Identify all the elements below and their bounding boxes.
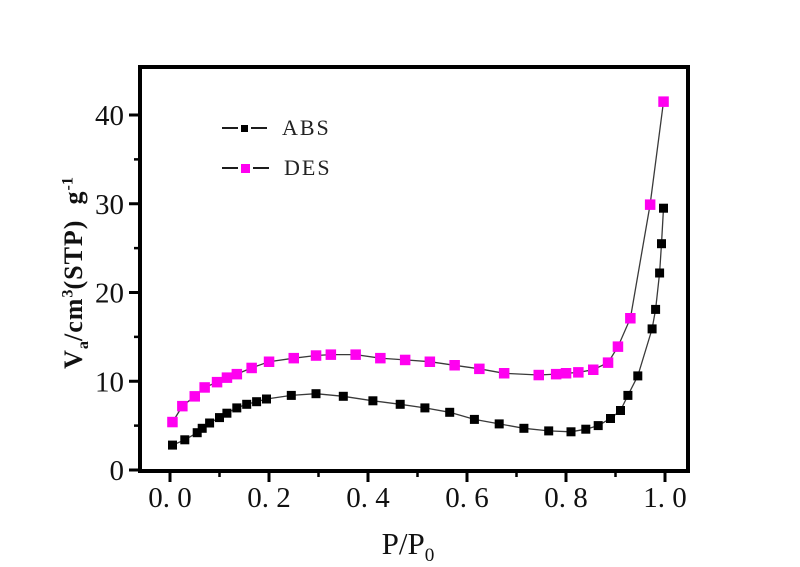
- x-tick-label: 1. 0: [643, 482, 687, 514]
- data-point-abs: [593, 421, 603, 431]
- legend-label-des: DES: [284, 155, 332, 180]
- y-tick-label: 10: [95, 366, 124, 398]
- data-point-abs: [566, 427, 576, 437]
- data-point-abs: [197, 423, 207, 433]
- legend: ABS DES: [222, 115, 332, 195]
- data-point-des: [221, 372, 233, 383]
- legend-label-abs: ABS: [282, 115, 331, 140]
- legend-line-icon: [251, 127, 267, 129]
- data-point-des: [399, 354, 411, 366]
- data-point-des: [498, 368, 510, 379]
- data-point-abs: [242, 399, 252, 409]
- data-point-des: [644, 199, 656, 210]
- data-point-abs: [180, 435, 190, 445]
- data-point-des: [211, 376, 223, 388]
- y-tick-label: 40: [95, 100, 124, 132]
- data-point-abs: [286, 390, 296, 400]
- data-point-des: [375, 352, 386, 364]
- data-point-abs: [657, 239, 666, 249]
- series-abs-line: [172, 208, 665, 446]
- data-point-abs: [655, 268, 665, 278]
- y-tick-label: 20: [95, 278, 124, 310]
- x-tick-label: 0. 2: [247, 482, 291, 514]
- legend-line-icon: [222, 167, 238, 169]
- data-point-des: [533, 369, 544, 381]
- legend-item-abs: ABS: [222, 115, 332, 141]
- data-point-abs: [205, 418, 215, 428]
- data-point-des: [550, 368, 562, 380]
- x-tick-label: 0. 6: [445, 482, 489, 514]
- data-point-abs: [445, 407, 455, 417]
- data-point-des: [231, 368, 243, 380]
- data-point-abs: [420, 403, 430, 413]
- legend-item-des: DES: [222, 155, 332, 181]
- data-point-des: [560, 368, 572, 379]
- data-point-des: [658, 96, 669, 107]
- data-point-des: [350, 349, 361, 360]
- data-point-abs: [262, 394, 271, 404]
- y-axis-label: Va/cm3(STP) g-1: [59, 177, 93, 369]
- data-point-abs: [606, 414, 615, 423]
- data-point-des: [625, 313, 636, 324]
- data-point-abs: [544, 426, 554, 436]
- legend-square-marker-abs: [241, 124, 248, 132]
- data-point-abs: [469, 414, 479, 424]
- data-point-abs: [168, 440, 177, 450]
- data-point-abs: [494, 419, 504, 429]
- x-tick-label: 0. 4: [346, 482, 390, 514]
- data-point-des: [167, 416, 178, 428]
- data-point-abs: [338, 391, 348, 401]
- data-point-des: [263, 356, 275, 367]
- data-point-abs: [222, 408, 232, 418]
- x-tick-label: 0. 8: [544, 482, 588, 514]
- data-point-des: [474, 363, 485, 375]
- data-point-des: [612, 341, 624, 352]
- x-tick-label: 0. 0: [148, 482, 192, 514]
- data-point-abs: [232, 403, 242, 413]
- legend-line-icon: [253, 167, 269, 169]
- data-point-abs: [616, 406, 625, 415]
- data-point-des: [199, 382, 210, 393]
- y-tick-label: 30: [95, 189, 124, 221]
- data-point-des: [588, 364, 599, 375]
- data-point-abs: [252, 397, 262, 407]
- data-point-des: [310, 350, 322, 361]
- legend-line-icon: [222, 127, 238, 129]
- data-point-des: [449, 360, 460, 371]
- data-point-abs: [192, 428, 202, 438]
- data-point-des: [189, 391, 200, 402]
- data-point-abs: [659, 203, 668, 213]
- data-point-abs: [519, 423, 529, 433]
- data-point-abs: [647, 324, 657, 334]
- data-point-abs: [581, 424, 591, 434]
- data-point-des: [602, 357, 614, 368]
- data-point-abs: [651, 304, 661, 314]
- data-point-abs: [368, 396, 378, 406]
- data-point-abs: [395, 399, 405, 409]
- data-point-des: [424, 356, 436, 367]
- data-point-des: [573, 367, 584, 378]
- data-point-abs: [311, 389, 321, 399]
- data-point-abs: [633, 371, 643, 381]
- data-point-des: [288, 352, 299, 364]
- data-point-abs: [623, 390, 633, 400]
- plot-frame: [138, 65, 690, 473]
- data-point-des: [325, 349, 337, 360]
- data-point-des: [177, 400, 188, 412]
- data-point-des: [246, 362, 257, 374]
- x-axis-label: P/P0: [381, 526, 435, 567]
- data-point-abs: [215, 413, 224, 423]
- legend-square-marker-des: [241, 163, 250, 173]
- y-tick-label: 0: [110, 455, 125, 487]
